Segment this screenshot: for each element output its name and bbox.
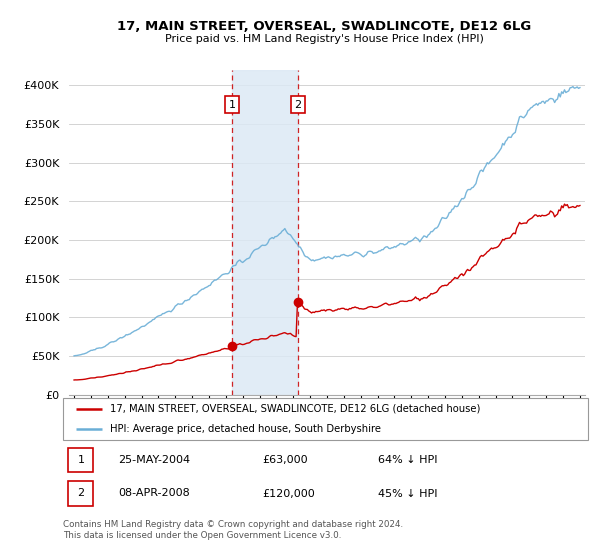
Text: 25-MAY-2004: 25-MAY-2004 (118, 455, 190, 465)
Text: HPI: Average price, detached house, South Derbyshire: HPI: Average price, detached house, Sout… (110, 424, 381, 434)
Text: 17, MAIN STREET, OVERSEAL, SWADLINCOTE, DE12 6LG: 17, MAIN STREET, OVERSEAL, SWADLINCOTE, … (117, 20, 531, 32)
Text: Contains HM Land Registry data © Crown copyright and database right 2024.
This d: Contains HM Land Registry data © Crown c… (63, 520, 403, 540)
Bar (232, 70, 298, 395)
Text: 64% ↓ HPI: 64% ↓ HPI (378, 455, 437, 465)
FancyBboxPatch shape (63, 398, 588, 440)
Text: 08-APR-2008: 08-APR-2008 (118, 488, 190, 498)
FancyBboxPatch shape (68, 481, 94, 506)
Text: Price paid vs. HM Land Registry's House Price Index (HPI): Price paid vs. HM Land Registry's House … (164, 34, 484, 44)
Text: 2: 2 (77, 488, 85, 498)
Text: £63,000: £63,000 (263, 455, 308, 465)
Text: 1: 1 (77, 455, 85, 465)
Text: 17, MAIN STREET, OVERSEAL, SWADLINCOTE, DE12 6LG (detached house): 17, MAIN STREET, OVERSEAL, SWADLINCOTE, … (110, 404, 481, 414)
Text: £120,000: £120,000 (263, 488, 315, 498)
Text: 2: 2 (294, 100, 301, 110)
FancyBboxPatch shape (68, 448, 94, 472)
Text: 45% ↓ HPI: 45% ↓ HPI (378, 488, 437, 498)
Text: 1: 1 (229, 100, 236, 110)
